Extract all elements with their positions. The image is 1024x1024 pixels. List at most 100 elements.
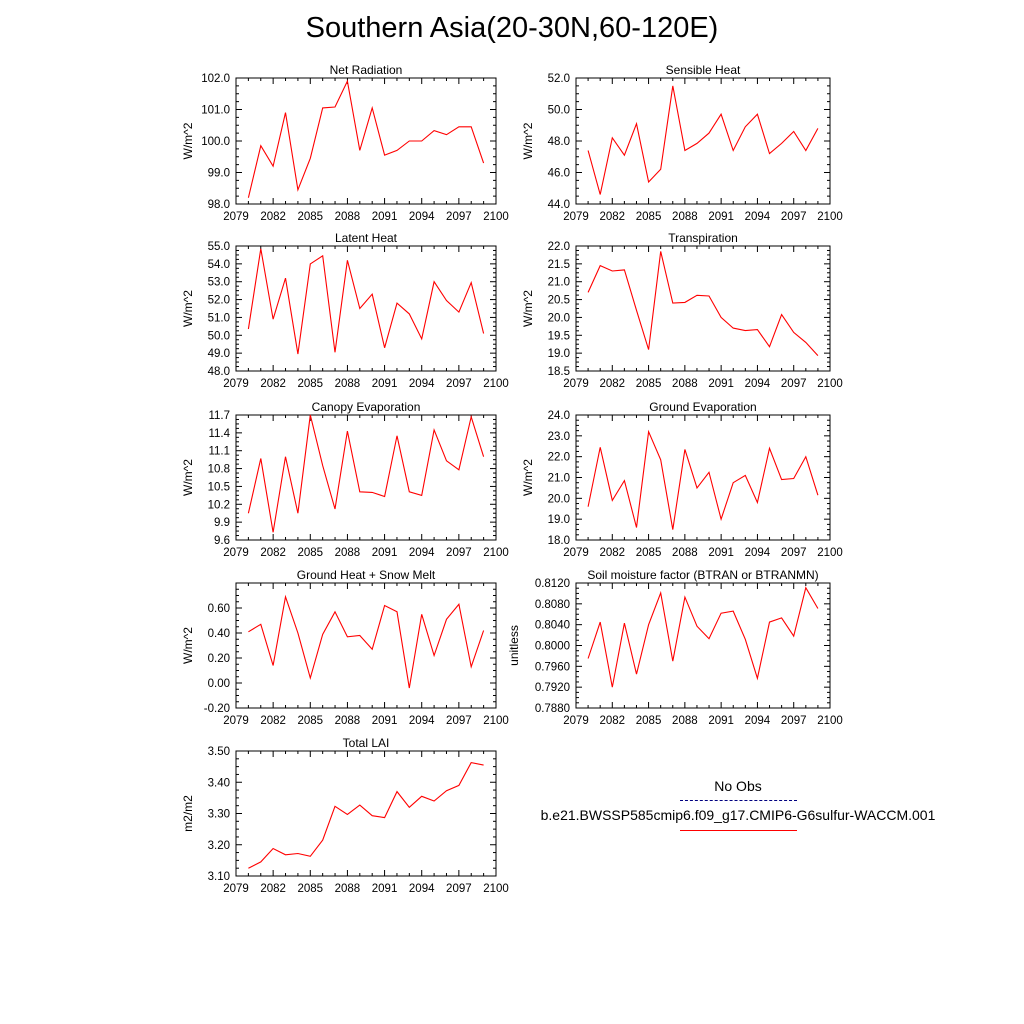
x-tick-label: 2079 — [563, 211, 589, 223]
panel-title: Sensible Heat — [666, 63, 741, 77]
y-tick-label: 21.5 — [548, 259, 570, 271]
y-tick-label: 22.0 — [548, 452, 570, 464]
x-tick-label: 2100 — [483, 883, 509, 895]
x-tick-label: 2085 — [297, 211, 323, 223]
x-tick-label: 2100 — [483, 211, 509, 223]
x-tick-label: 2082 — [260, 715, 286, 727]
y-axis-label: m2/m2 — [181, 795, 195, 832]
x-tick-label: 2079 — [563, 378, 589, 390]
y-tick-label: 19.0 — [548, 514, 570, 526]
panel-6: 2079 2082 2085 2088 2091 2094 2097 2100 18.0 19.0… — [521, 400, 843, 559]
x-tick-label: 2091 — [708, 547, 734, 559]
panel-title: Net Radiation — [330, 63, 403, 77]
x-tick-label: 2079 — [223, 547, 249, 559]
y-tick-label: 20.0 — [548, 312, 570, 324]
x-tick-label: 2085 — [297, 883, 323, 895]
y-tick-label: 52.0 — [208, 295, 230, 307]
panel-title: Latent Heat — [335, 231, 398, 245]
y-tick-label: 55.0 — [208, 241, 230, 253]
y-tick-label: 10.2 — [208, 499, 230, 511]
y-tick-label: 11.1 — [208, 446, 230, 458]
y-tick-label: 50.0 — [208, 330, 230, 342]
panel-8: 2079 2082 2085 2088 2091 2094 2097 2100 0.7880 0.… — [507, 568, 843, 727]
y-axis-label: W/m^2 — [181, 290, 195, 327]
y-tick-label: 0.8120 — [535, 578, 570, 590]
panel-5: 2079 2082 2085 2088 2091 2094 2097 2100 9.6 9.9 10… — [181, 400, 509, 559]
y-tick-label: 99.0 — [208, 168, 230, 180]
x-tick-label: 2085 — [636, 547, 662, 559]
x-tick-label: 2091 — [708, 715, 734, 727]
x-tick-label: 2094 — [745, 715, 771, 727]
y-tick-label: 19.5 — [548, 330, 570, 342]
y-tick-label: 3.10 — [208, 871, 230, 883]
x-tick-label: 2094 — [409, 715, 435, 727]
series-line — [248, 761, 484, 869]
x-tick-label: 2091 — [708, 378, 734, 390]
x-tick-label: 2088 — [672, 715, 698, 727]
y-tick-label: 0.8080 — [535, 599, 570, 611]
x-tick-label: 2088 — [672, 211, 698, 223]
x-tick-label: 2085 — [297, 378, 323, 390]
y-tick-label: 44.0 — [548, 199, 570, 211]
y-tick-label: 54.0 — [208, 259, 230, 271]
y-axis-label: W/m^2 — [521, 290, 535, 327]
y-tick-label: 21.0 — [548, 277, 570, 289]
panel-2: 2079 2082 2085 2088 2091 2094 2097 2100 44.0 46.0… — [521, 63, 843, 223]
x-tick-label: 2097 — [446, 547, 472, 559]
series-line — [587, 85, 819, 195]
plot-frame — [575, 582, 831, 709]
x-tick-label: 2091 — [708, 211, 734, 223]
plot-frame — [575, 414, 831, 541]
y-tick-label: 48.0 — [548, 136, 570, 148]
x-tick-label: 2085 — [636, 211, 662, 223]
x-tick-label: 2079 — [223, 211, 249, 223]
x-tick-label: 2094 — [745, 378, 771, 390]
series-line — [247, 79, 485, 198]
y-tick-label: 0.7920 — [535, 682, 570, 694]
x-tick-label: 2079 — [223, 883, 249, 895]
x-tick-label: 2079 — [223, 715, 249, 727]
y-tick-label: 46.0 — [548, 168, 570, 180]
x-tick-label: 2094 — [745, 211, 771, 223]
y-tick-label: 11.7 — [208, 410, 230, 422]
x-tick-label: 2085 — [636, 715, 662, 727]
y-axis-label: unitless — [507, 625, 521, 666]
panel-3: 2079 2082 2085 2088 2091 2094 2097 2100 48.0 49.0… — [181, 231, 509, 390]
x-tick-label: 2082 — [260, 883, 286, 895]
plot-frame — [235, 750, 497, 877]
x-tick-label: 2097 — [446, 715, 472, 727]
panel-title: Soil moisture factor (BTRAN or BTRANMN) — [587, 568, 818, 582]
x-tick-label: 2091 — [372, 378, 398, 390]
y-tick-label: 11.4 — [208, 428, 230, 440]
x-tick-label: 2079 — [563, 547, 589, 559]
panel-9: 2079 2082 2085 2088 2091 2094 2097 2100 3.10 3.20… — [181, 736, 509, 895]
panel-1: 2079 2082 2085 2088 2091 2094 2097 2100 98.0 99.0… — [181, 63, 509, 223]
legend-label-model: b.e21.BWSSP585cmip6.f09_g17.CMIP6-G6sulf… — [540, 807, 936, 823]
x-tick-label: 2100 — [817, 547, 843, 559]
x-tick-label: 2088 — [335, 715, 361, 727]
y-axis-label: W/m^2 — [521, 459, 535, 496]
y-tick-label: 20.0 — [548, 493, 570, 505]
x-tick-label: 2079 — [563, 715, 589, 727]
x-tick-label: 2088 — [672, 378, 698, 390]
panel-7: 2079 2082 2085 2088 2091 2094 2097 2100 -0.20 0.0… — [181, 568, 509, 727]
y-tick-label: -0.20 — [204, 703, 230, 715]
plot-frame — [235, 245, 497, 372]
y-axis-label: W/m^2 — [181, 122, 195, 159]
x-tick-label: 2088 — [335, 883, 361, 895]
x-tick-label: 2097 — [446, 378, 472, 390]
y-tick-label: 0.7960 — [535, 661, 570, 673]
x-tick-label: 2097 — [446, 211, 472, 223]
series-line — [248, 594, 485, 689]
y-axis-label: W/m^2 — [181, 459, 195, 496]
y-tick-label: 0.60 — [208, 603, 230, 615]
x-tick-label: 2091 — [372, 547, 398, 559]
panel-title: Canopy Evaporation — [312, 400, 421, 414]
x-tick-label: 2097 — [781, 378, 807, 390]
x-tick-label: 2100 — [483, 715, 509, 727]
x-tick-label: 2082 — [260, 378, 286, 390]
x-tick-label: 2094 — [409, 883, 435, 895]
legend-line-model — [680, 830, 797, 831]
x-tick-label: 2094 — [409, 547, 435, 559]
panel-title: Ground Evaporation — [649, 400, 756, 414]
